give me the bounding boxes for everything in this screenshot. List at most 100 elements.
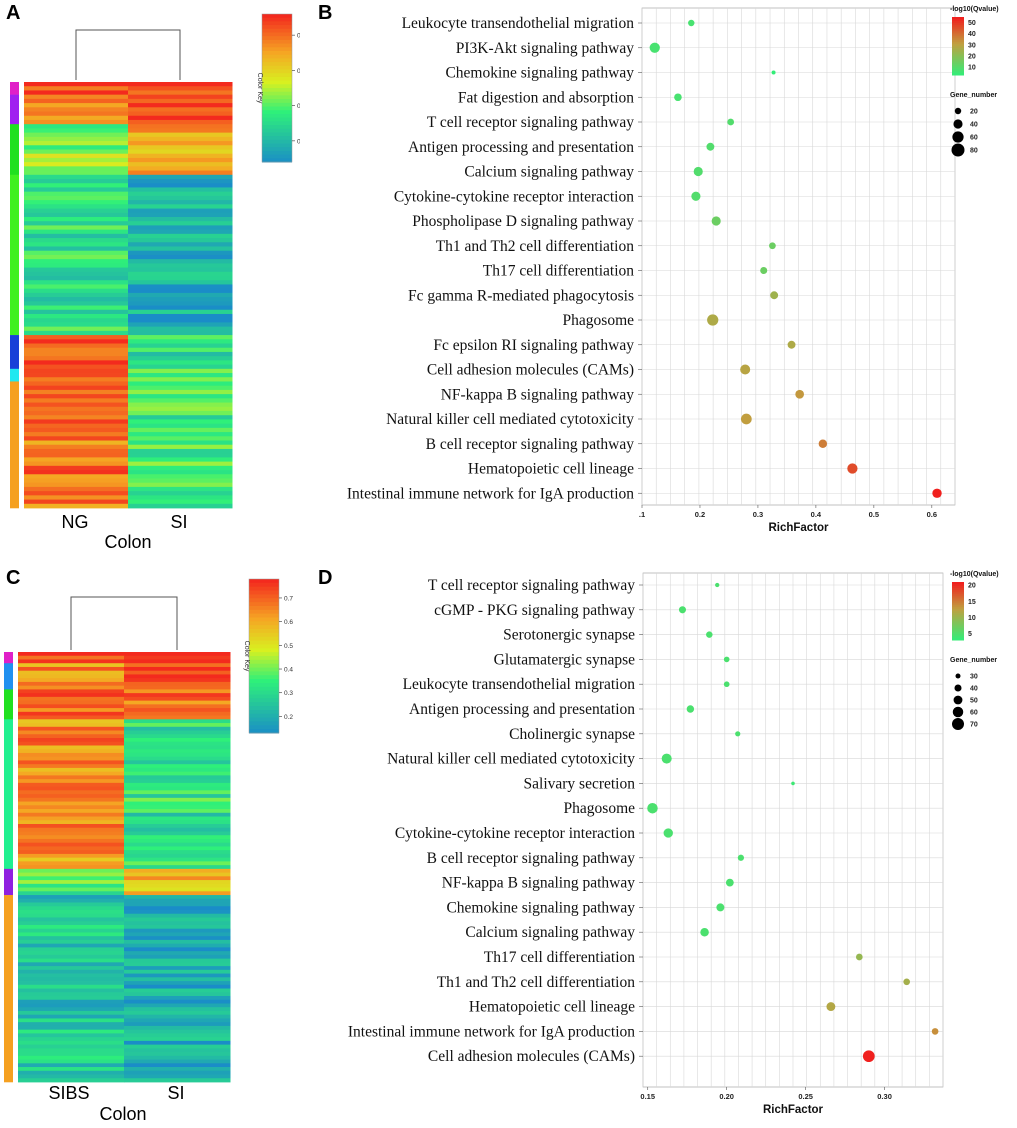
heatmap-cell (128, 440, 233, 446)
data-point (735, 731, 741, 737)
color-legend-segment (952, 628, 964, 631)
heatmap-cell (128, 157, 233, 163)
color-key-segment (262, 39, 292, 45)
heatmap-cell (124, 831, 231, 836)
heatmap-cell (24, 208, 129, 214)
heatmap-cell (18, 749, 125, 754)
color-legend-segment (952, 47, 964, 51)
heatmap-cell (24, 183, 129, 188)
color-key-segment (262, 110, 292, 115)
color-key-segment (262, 154, 292, 159)
category-label: Th17 cell differentiation (483, 263, 634, 280)
color-key-segment (249, 602, 279, 607)
color-key-segment (249, 621, 279, 626)
data-point (706, 631, 713, 638)
heatmap-cell (24, 461, 129, 467)
heatmap-cell (18, 1070, 125, 1075)
color-legend-segment (952, 630, 964, 633)
data-point (661, 753, 672, 764)
panel-letter-b: B (318, 2, 333, 24)
size-legend-dot (953, 119, 963, 129)
heatmap-cell (128, 98, 233, 104)
color-key-segment (249, 675, 279, 680)
color-key-segment (262, 128, 292, 133)
data-point (818, 439, 828, 448)
heatmap-cell (128, 478, 233, 484)
heatmap-cell (24, 347, 129, 353)
heatmap-cell (124, 655, 231, 660)
color-legend-segment (952, 67, 964, 70)
heatmap-cell (18, 1063, 125, 1068)
data-point (711, 216, 721, 226)
heatmap-cell (128, 444, 233, 450)
data-point (688, 19, 695, 27)
heatmap-cell (128, 486, 233, 492)
heatmap-cell (124, 921, 231, 926)
color-legend-segment (952, 587, 964, 591)
color-legend-tick-label: 20 (968, 583, 976, 590)
color-legend-segment (952, 624, 964, 627)
category-label: Hematopoietic cell lineage (468, 461, 634, 478)
heatmap-cell (128, 179, 233, 184)
heatmap-cell (18, 842, 125, 847)
data-point (716, 903, 725, 912)
category-label: Fat digestion and absorption (458, 89, 634, 106)
color-key-segment (262, 88, 292, 93)
heatmap-cell (124, 936, 231, 941)
heatmap-cell (128, 406, 233, 412)
heatmap-cell (124, 678, 231, 683)
heatmap-cell (24, 444, 129, 450)
heatmap-cell (128, 465, 233, 471)
color-key-segment (249, 671, 279, 676)
data-point (769, 242, 776, 250)
heatmap-cell (18, 977, 125, 982)
heatmap-cell (18, 872, 125, 877)
heatmap-cell (124, 913, 231, 918)
heatmap-cell (24, 402, 129, 408)
heatmap-cell (124, 685, 231, 690)
heatmap-cell (24, 233, 129, 239)
heatmap-cell (18, 1040, 125, 1046)
color-legend-segment (952, 26, 964, 30)
heatmap-cell (124, 977, 231, 982)
heatmap-cell (124, 756, 231, 761)
heatmap-cell (128, 360, 233, 365)
heatmap-cell (24, 381, 129, 387)
heatmap-cell (24, 200, 129, 205)
heatmap-cell (124, 786, 231, 791)
data-point (647, 802, 658, 814)
heatmap-c-xlabel: Colon (99, 1104, 147, 1124)
heatmap-cell (24, 301, 129, 306)
color-key-segment (249, 652, 279, 657)
heatmap-cell (24, 427, 129, 433)
heatmap-cell (18, 674, 125, 679)
color-legend-segment (952, 620, 964, 624)
heatmap-cell (24, 288, 129, 294)
heatmap-cell (124, 674, 231, 679)
heatmap-cell (124, 1040, 231, 1046)
heatmap-cell (128, 280, 233, 285)
row-group-tag (4, 652, 13, 664)
heatmap-cell (124, 652, 231, 657)
heatmap-cell (18, 1037, 125, 1042)
color-key-segment (249, 690, 279, 695)
color-key-segment (262, 136, 292, 141)
color-key-segment (249, 613, 279, 618)
size-legend-dot (954, 107, 962, 115)
color-key-tick-label: 0.8 (297, 33, 300, 40)
heatmap-cell (18, 924, 125, 930)
heatmap-cell (124, 1059, 231, 1064)
heatmap-cell (124, 734, 231, 739)
heatmap-cell (128, 385, 233, 391)
heatmap-cell (24, 457, 129, 463)
category-label: Cell adhesion molecules (CAMs) (427, 362, 634, 379)
heatmap-cell (128, 162, 233, 167)
color-legend-segment (952, 65, 964, 68)
color-key-segment (262, 65, 292, 70)
color-key-segment (249, 717, 279, 722)
heatmap-cell (18, 708, 125, 713)
heatmap-cell (128, 90, 233, 96)
heatmap-cell (128, 174, 233, 180)
category-label: Antigen processing and presentation (409, 701, 635, 718)
color-legend-segment (952, 40, 964, 43)
